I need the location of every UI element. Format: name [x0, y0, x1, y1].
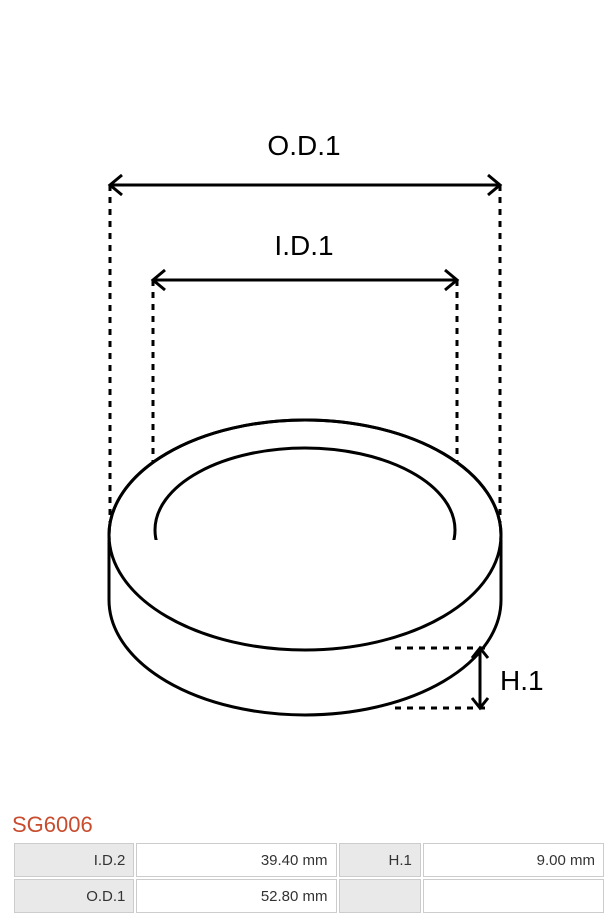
- diag-label-id1: I.D.1: [274, 230, 333, 261]
- spec-value-empty: [423, 879, 604, 913]
- spec-label: O.D.1: [14, 879, 134, 913]
- spec-value: 9.00 mm: [423, 843, 604, 877]
- table-row: O.D.1 52.80 mm: [14, 879, 604, 913]
- page: O.D.1 I.D.1: [0, 0, 608, 907]
- ring-body: [109, 420, 501, 715]
- spec-table: I.D.2 39.40 mm H.1 9.00 mm O.D.1 52.80 m…: [12, 841, 606, 915]
- ring-diagram: O.D.1 I.D.1: [0, 30, 608, 790]
- spec-label: H.1: [339, 843, 421, 877]
- diag-label-od1: O.D.1: [267, 130, 340, 161]
- spec-label-empty: [339, 879, 421, 913]
- spec-value: 52.80 mm: [136, 879, 336, 913]
- table-row: I.D.2 39.40 mm H.1 9.00 mm: [14, 843, 604, 877]
- diagram-svg: O.D.1 I.D.1: [0, 30, 608, 790]
- spec-value: 39.40 mm: [136, 843, 336, 877]
- spec-label: I.D.2: [14, 843, 134, 877]
- diag-label-h1: H.1: [500, 665, 544, 696]
- part-number-title: SG6006: [12, 812, 93, 838]
